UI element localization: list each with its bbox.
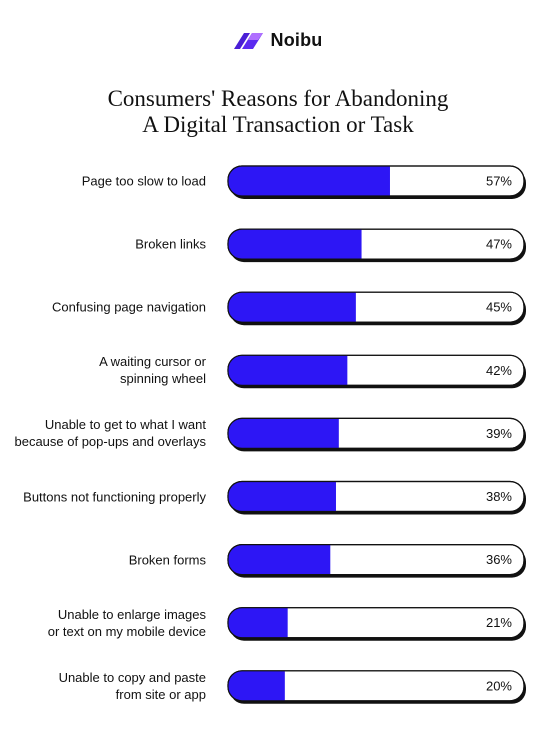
bar-group: 20% [227, 670, 526, 704]
bar-value-label: 42% [486, 363, 512, 378]
category-label: Broken links [4, 236, 206, 253]
category-label-line: spinning wheel [119, 371, 206, 387]
bar-value-label: 36% [486, 552, 512, 567]
bar-outline [227, 291, 525, 323]
brand-header: Noibu [0, 30, 556, 51]
chart-title: Consumers' Reasons for Abandoning A Digi… [0, 86, 556, 138]
bar-outline [227, 354, 525, 386]
category-label: Unable to get to what I want because of p… [4, 416, 206, 450]
bar [228, 544, 331, 575]
chart-title-line-2: A Digital Transaction or Task [142, 112, 414, 137]
brand-name: Noibu [270, 30, 323, 50]
bar [228, 292, 356, 323]
bar-value-label: 20% [486, 678, 512, 693]
bar-value-label: 39% [486, 426, 512, 441]
category-label: Unable to copy and paste from site or app [4, 669, 206, 703]
bar-outline [227, 228, 525, 260]
bar-value-label: 45% [486, 300, 512, 315]
category-label-line: Buttons not functioning properly [23, 489, 206, 504]
bar-value-label: 21% [486, 615, 512, 630]
bar-group: 45% [227, 291, 526, 326]
bar-value-label: 57% [486, 174, 512, 189]
category-label-line: Broken forms [128, 552, 206, 568]
bar-group: 47% [227, 228, 526, 263]
category-label: Unable to enlarge images or text on my mo… [4, 606, 206, 640]
bar [228, 355, 348, 386]
bar [228, 481, 336, 512]
bar [228, 607, 288, 638]
bar-group: 39% [227, 417, 526, 452]
category-label-line: Broken links [135, 236, 206, 252]
bar-outline [227, 543, 525, 576]
category-label: A waiting cursor or spinning wheel [4, 353, 206, 387]
bar-group: 38% [227, 480, 526, 515]
bar [228, 670, 285, 701]
bar [228, 229, 362, 260]
category-label-line: Unable to get to what I want [44, 417, 206, 433]
category-label-line: A waiting cursor or [99, 354, 206, 370]
bar-value-label: 47% [486, 237, 512, 252]
bar-outline [227, 670, 525, 702]
category-label-line: because of pop-ups and overlays [14, 434, 206, 450]
category-label-line: Confusing page navigation [52, 299, 206, 315]
category-label: Buttons not functioning properly [4, 488, 206, 505]
noibu-logo-icon [233, 32, 263, 49]
category-label-line: Unable to enlarge images [57, 606, 206, 622]
bar [228, 418, 339, 449]
chart-title-line-1: Consumers' Reasons for Abandoning [107, 86, 449, 111]
category-label-line: Page too slow to load [81, 173, 206, 189]
bar-value-label: 38% [486, 489, 512, 504]
bar-group: 21% [227, 607, 526, 641]
category-label: Broken forms [4, 551, 206, 568]
bar-group: 57% [227, 165, 526, 199]
bar-group: 36% [227, 543, 526, 578]
category-label: Page too slow to load [4, 173, 206, 190]
category-label: Confusing page navigation [4, 299, 206, 316]
category-label-line: from site or app [115, 686, 206, 702]
bar [228, 166, 390, 196]
category-label-line: or text on my mobile device [47, 623, 206, 639]
category-label-line: Unable to copy and paste [58, 669, 206, 685]
bar-group: 42% [227, 354, 526, 389]
bar-outline [227, 480, 525, 513]
bar-outline [227, 165, 525, 197]
bar-outline [227, 417, 525, 449]
bar-outline [227, 607, 525, 639]
